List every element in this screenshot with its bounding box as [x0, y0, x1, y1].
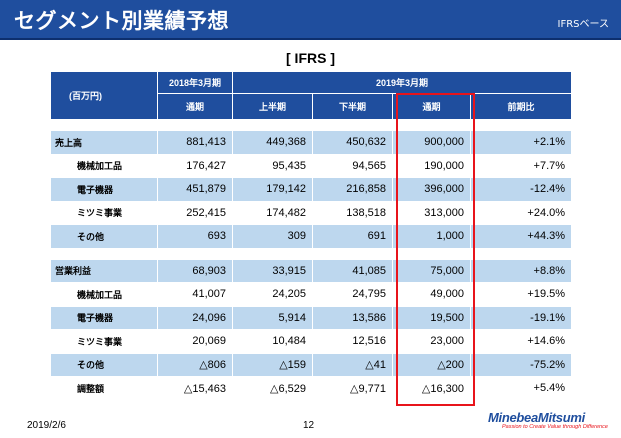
- col-h2: 下半期: [312, 93, 393, 120]
- cell-yoy: +8.8%: [469, 258, 573, 283]
- period-prev-header: 2018年3月期: [157, 71, 233, 94]
- row-label: 売上高: [50, 130, 158, 155]
- header-row-columns: 通期 上半期 下半期 通期 前期比: [51, 93, 573, 120]
- cell-h1: 33,915: [232, 258, 313, 283]
- cell-h2: 41,085: [312, 258, 393, 283]
- cell-h2: 13,586: [312, 305, 393, 330]
- cell-full: △200: [392, 352, 471, 377]
- cell-prev: 693: [157, 224, 233, 249]
- table-row: 電子機器 24,096 5,914 13,586 19,500 -19.1%: [50, 305, 573, 330]
- row-label: その他: [50, 352, 158, 377]
- period-curr-header: 2019年3月期: [231, 71, 573, 94]
- row-label: 機械加工品: [50, 282, 158, 307]
- cell-h1: △6,529: [232, 376, 313, 401]
- cell-h1: 174,482: [232, 200, 313, 225]
- table-row: 調整額 △15,463 △6,529 △9,771 △16,300 +5.4%: [50, 376, 573, 401]
- cell-h2: 450,632: [312, 130, 393, 155]
- cell-h1: 24,205: [232, 282, 313, 307]
- row-label: ミツミ事業: [50, 200, 158, 225]
- cell-full: 75,000: [392, 258, 471, 283]
- cell-prev: 176,427: [157, 153, 233, 178]
- cell-yoy: +19.5%: [469, 282, 573, 307]
- cell-prev: 252,415: [157, 200, 233, 225]
- cell-prev: 41,007: [157, 282, 233, 307]
- spacer-row: [49, 119, 573, 131]
- unit-header: (百万円): [50, 71, 158, 120]
- row-label: 電子機器: [50, 305, 158, 330]
- footer-date: 2019/2/6: [27, 420, 66, 431]
- cell-yoy: -12.4%: [469, 177, 573, 202]
- col-full: 通期: [392, 93, 471, 120]
- row-label: 機械加工品: [50, 153, 158, 178]
- table-row: 機械加工品 176,427 95,435 94,565 190,000 +7.7…: [50, 153, 573, 178]
- cell-h2: 138,518: [312, 200, 393, 225]
- table-row: その他 693 309 691 1,000 +44.3%: [50, 224, 573, 249]
- page-title: セグメント別業績予想: [14, 9, 229, 33]
- cell-yoy: +24.0%: [469, 200, 573, 225]
- row-label: 調整額: [50, 376, 158, 401]
- cell-h2: 691: [312, 224, 393, 249]
- accounting-basis-label: IFRSベース: [557, 19, 610, 30]
- cell-prev: 68,903: [157, 258, 233, 283]
- cell-h1: 179,142: [232, 177, 313, 202]
- row-label: 電子機器: [50, 177, 158, 202]
- row-label: 営業利益: [50, 258, 158, 283]
- cell-yoy: +14.6%: [469, 329, 573, 354]
- cell-prev: 881,413: [157, 130, 233, 155]
- cell-full: 19,500: [392, 305, 471, 330]
- company-logo: MinebeaMitsumi Passion to Create Value t…: [488, 410, 610, 436]
- page-number: 12: [303, 420, 315, 431]
- cell-h1: 95,435: [232, 153, 313, 178]
- table-row: 電子機器 451,879 179,142 216,858 396,000 -12…: [50, 177, 573, 202]
- cell-full: 1,000: [392, 224, 471, 249]
- cell-h2: △41: [312, 352, 393, 377]
- cell-h1: 10,484: [232, 329, 313, 354]
- cell-full: △16,300: [392, 376, 471, 401]
- cell-full: 900,000: [392, 130, 471, 155]
- spacer-row: [49, 247, 573, 260]
- table-row-operating-income: 営業利益 68,903 33,915 41,085 75,000 +8.8%: [50, 258, 573, 283]
- cell-yoy: +2.1%: [469, 130, 573, 155]
- cell-prev: △15,463: [157, 376, 233, 401]
- cell-h2: 24,795: [312, 282, 393, 307]
- cell-full: 49,000: [392, 282, 471, 307]
- row-label: その他: [50, 224, 158, 249]
- logo-tagline: Passion to Create Value through Differen…: [502, 424, 608, 430]
- cell-full: 396,000: [392, 177, 471, 202]
- col-prev-full: 通期: [157, 93, 233, 120]
- cell-h1: 449,368: [232, 130, 313, 155]
- cell-prev: 20,069: [157, 329, 233, 354]
- cell-h2: 216,858: [312, 177, 393, 202]
- header-row-periods: (百万円) 2018年3月期 2019年3月期: [50, 71, 573, 120]
- cell-h1: 309: [232, 224, 313, 249]
- cell-prev: 451,879: [157, 177, 233, 202]
- table-row-sales: 売上高 881,413 449,368 450,632 900,000 +2.1…: [50, 130, 573, 155]
- ifrs-table-label: [ IFRS ]: [286, 50, 335, 66]
- logo-name: MinebeaMitsumi: [488, 410, 585, 425]
- cell-yoy: +7.7%: [469, 153, 573, 178]
- cell-yoy: +5.4%: [469, 376, 573, 401]
- cell-h2: 12,516: [312, 329, 393, 354]
- cell-h1: 5,914: [232, 305, 313, 330]
- cell-full: 190,000: [392, 153, 471, 178]
- col-yoy: 前期比: [469, 93, 573, 120]
- cell-h2: △9,771: [312, 376, 393, 401]
- cell-full: 23,000: [392, 329, 471, 354]
- cell-full: 313,000: [392, 200, 471, 225]
- cell-h2: 94,565: [312, 153, 393, 178]
- table-row: その他 △806 △159 △41 △200 -75.2%: [50, 352, 573, 377]
- table-row: ミツミ事業 20,069 10,484 12,516 23,000 +14.6%: [50, 329, 573, 354]
- table-row: ミツミ事業 252,415 174,482 138,518 313,000 +2…: [50, 200, 573, 225]
- cell-prev: 24,096: [157, 305, 233, 330]
- row-label: ミツミ事業: [50, 329, 158, 354]
- cell-prev: △806: [157, 352, 233, 377]
- table-row: 機械加工品 41,007 24,205 24,795 49,000 +19.5%: [50, 282, 573, 307]
- segment-forecast-table: (百万円) 2018年3月期 2019年3月期 通期 上半期 下半期 通期 前期…: [49, 71, 573, 401]
- title-bar: セグメント別業績予想 IFRSベース: [0, 0, 621, 40]
- col-h1: 上半期: [232, 93, 313, 120]
- cell-h1: △159: [232, 352, 313, 377]
- cell-yoy: -75.2%: [469, 352, 573, 377]
- cell-yoy: +44.3%: [469, 224, 573, 249]
- cell-yoy: -19.1%: [469, 305, 573, 330]
